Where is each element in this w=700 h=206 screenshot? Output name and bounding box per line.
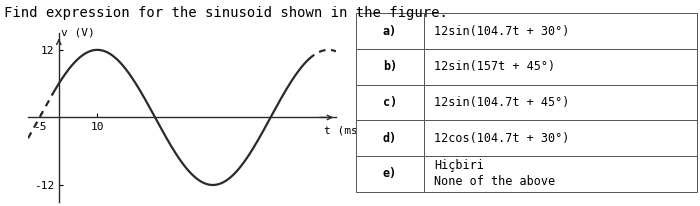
Bar [424,85,697,120]
Bar [424,49,697,85]
Bar [356,13,424,49]
Text: 12sin(157t + 45°): 12sin(157t + 45°) [434,60,555,73]
Bar [424,156,697,192]
Text: b): b) [383,60,397,73]
Text: a): a) [383,25,397,38]
Bar [356,120,424,156]
Bar [424,120,697,156]
Text: d): d) [383,132,397,145]
Text: v (V): v (V) [61,27,94,37]
Text: e): e) [383,167,397,180]
Text: c): c) [383,96,397,109]
Text: 12sin(104.7t + 30°): 12sin(104.7t + 30°) [434,25,570,38]
Text: 12sin(104.7t + 45°): 12sin(104.7t + 45°) [434,96,570,109]
Bar [356,85,424,120]
Text: t (ms): t (ms) [325,126,365,136]
Bar [356,49,424,85]
Text: Hiçbiri: Hiçbiri [434,159,484,172]
Text: None of the above: None of the above [434,175,555,188]
Text: Find expression for the sinusoid shown in the figure.: Find expression for the sinusoid shown i… [4,6,447,20]
Bar [356,156,424,192]
Text: 12cos(104.7t + 30°): 12cos(104.7t + 30°) [434,132,570,145]
Bar [424,13,697,49]
